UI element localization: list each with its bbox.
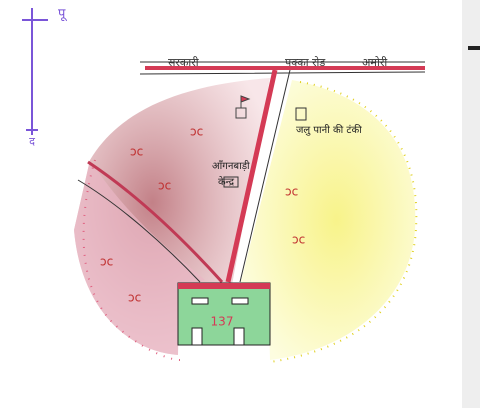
compass xyxy=(22,8,48,135)
water-tank-label: जलु पानी की टंकी xyxy=(296,124,362,136)
svg-text:ɔc: ɔc xyxy=(128,291,141,305)
edge-mark xyxy=(468,46,480,50)
svg-text:ɔc: ɔc xyxy=(130,145,143,159)
road-edges xyxy=(139,61,426,75)
tree-symbols: ɔc ɔc ɔc ɔc ɔc ɔc ɔc xyxy=(100,125,305,305)
svg-text:ɔc: ɔc xyxy=(285,185,298,199)
side-path-edge xyxy=(77,179,201,283)
edge-strip xyxy=(462,0,480,408)
school-window xyxy=(191,297,209,305)
svg-text:ɔc: ɔc xyxy=(292,233,305,247)
side-path xyxy=(87,160,224,284)
pink-lower xyxy=(74,160,205,355)
branch-road-edge xyxy=(239,69,291,283)
yellow-region xyxy=(240,80,416,360)
compass-south: द xyxy=(29,135,35,148)
road-label-left: सरकारी xyxy=(168,56,199,69)
branch-road xyxy=(225,69,278,283)
road-label-right: अमोरी xyxy=(362,56,387,69)
school-door xyxy=(191,327,203,346)
svg-text:ɔc: ɔc xyxy=(158,179,171,193)
water-tank-icon xyxy=(295,107,307,121)
school-roof xyxy=(178,283,270,289)
school-window xyxy=(231,297,249,305)
anganwadi-label-1: आँगनबाड़ी xyxy=(212,160,250,172)
anganwadi-label-2: केन्द्र xyxy=(218,176,235,188)
anganwadi-icon xyxy=(223,176,239,188)
compass-east: पू xyxy=(58,7,67,22)
flag xyxy=(240,95,251,108)
school-number: 137 xyxy=(211,315,234,329)
svg-text:ɔc: ɔc xyxy=(190,125,203,139)
svg-text:ɔc: ɔc xyxy=(100,255,113,269)
school-door xyxy=(233,327,245,346)
road-label-middle: पक्का रोड xyxy=(285,56,325,69)
